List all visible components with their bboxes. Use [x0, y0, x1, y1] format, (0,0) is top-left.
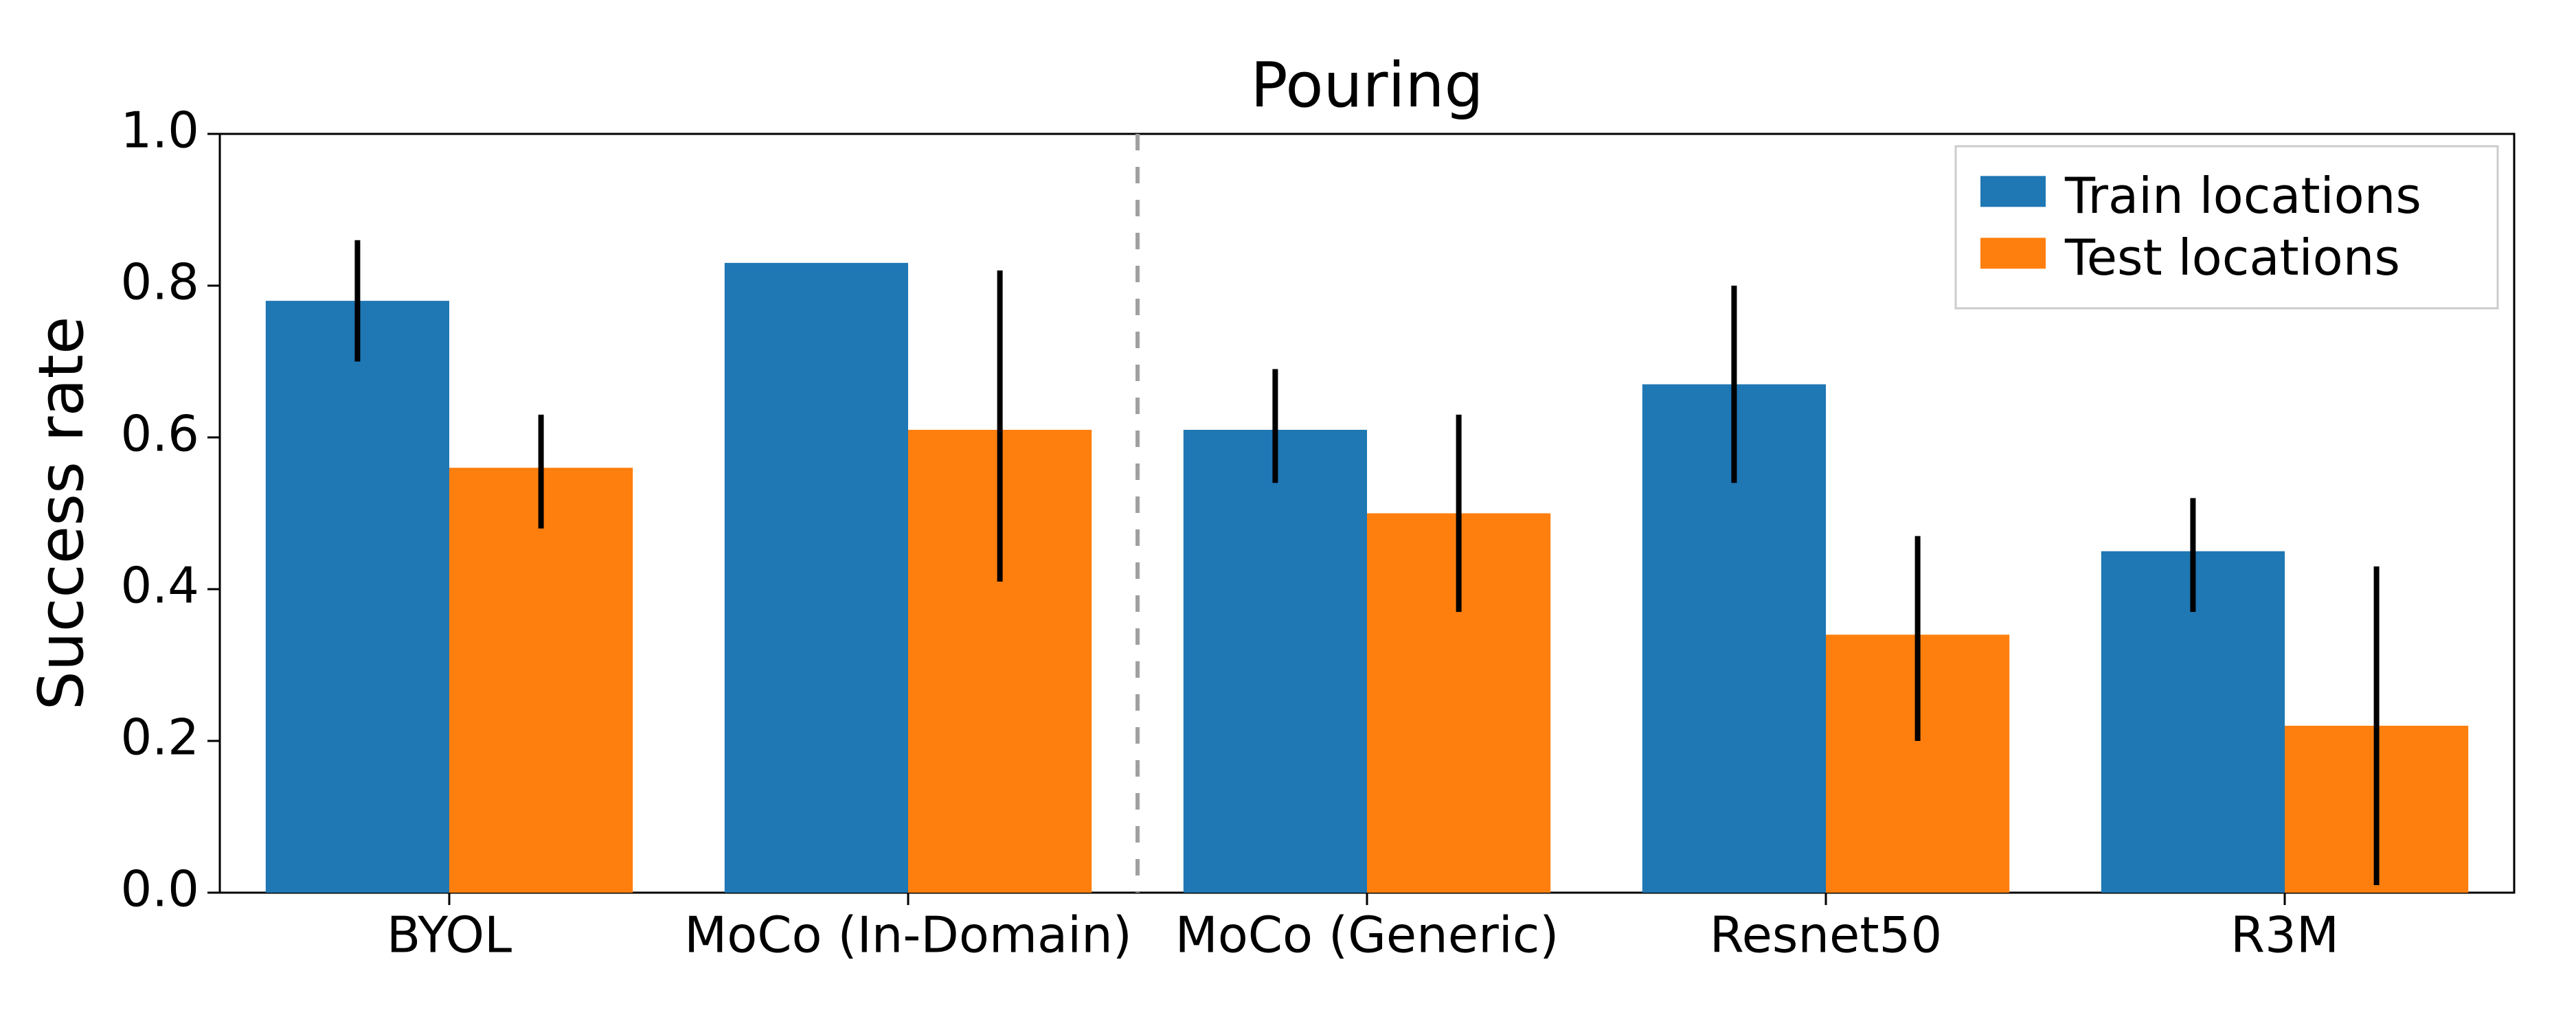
bar — [266, 301, 449, 893]
bar — [449, 468, 633, 893]
y-axis-label: Success rate — [25, 317, 98, 711]
pouring-bar-chart: Pouring 0.0 0.2 0.4 0.6 0.8 1.0 Success rate BYO… — [0, 0, 2576, 1030]
legend-label: Test locations — [2064, 229, 2400, 286]
legend-label: Train locations — [2064, 167, 2421, 225]
y-tick-label: 0.4 — [120, 557, 199, 615]
y-tick-label: 0.8 — [120, 253, 199, 311]
legend-swatch — [1980, 238, 2046, 268]
chart-title: Pouring — [1250, 49, 1483, 122]
y-tick-label: 1.0 — [120, 102, 199, 159]
y-tick-label: 0.6 — [120, 405, 199, 463]
legend: Train locationsTest locations — [1956, 146, 2498, 308]
x-tick-label: BYOL — [387, 906, 512, 963]
y-tick-label: 0.2 — [120, 709, 199, 766]
bar — [1184, 430, 1367, 893]
x-tick-label: R3M — [2230, 906, 2339, 963]
bar — [725, 263, 908, 893]
chart-container: Pouring 0.0 0.2 0.4 0.6 0.8 1.0 Success rate BYO… — [0, 0, 2576, 1030]
y-tick-label: 0.0 — [120, 860, 199, 918]
x-tick-label: Resnet50 — [1710, 906, 1942, 963]
x-tick-label: MoCo (Generic) — [1175, 906, 1559, 963]
legend-swatch — [1980, 176, 2046, 207]
x-tick-label: MoCo (In-Domain) — [684, 906, 1132, 963]
